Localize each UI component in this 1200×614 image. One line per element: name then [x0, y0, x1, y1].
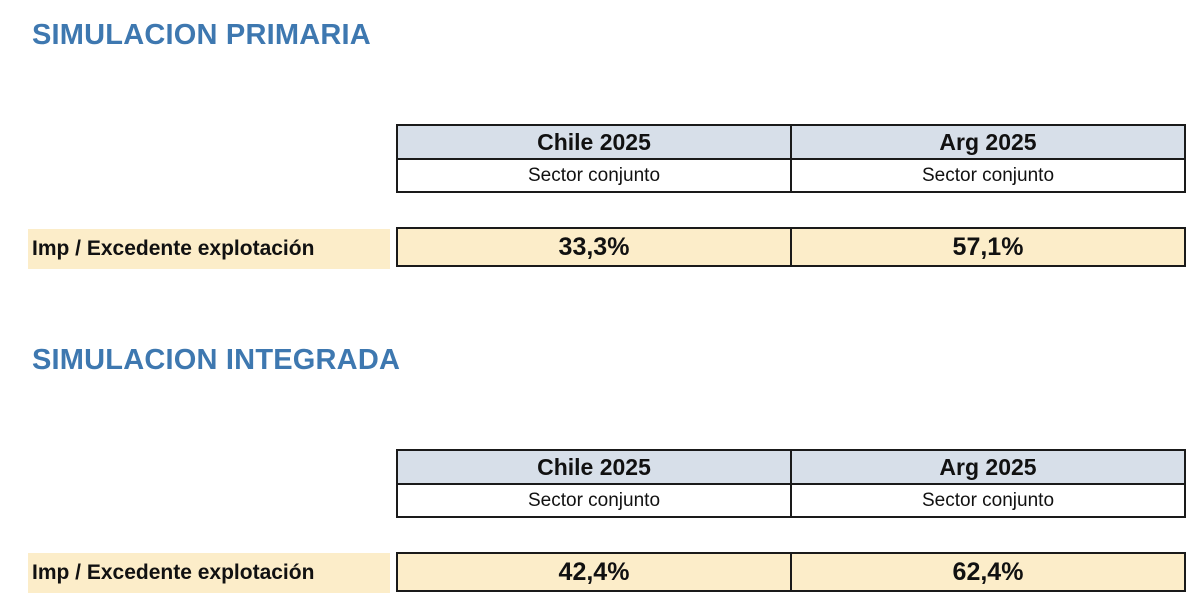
- value-table-primaria: 33,3% 57,1%: [396, 227, 1186, 267]
- column-header-arg: Arg 2025: [790, 449, 1186, 485]
- value-cell-chile: 42,4%: [396, 552, 792, 592]
- column-subheader-arg: Sector conjunto: [790, 158, 1186, 193]
- column-subheader-chile: Sector conjunto: [396, 158, 792, 193]
- column-header-chile: Chile 2025: [396, 449, 792, 485]
- value-cell-arg: 57,1%: [790, 227, 1186, 267]
- header-table-integrada: Chile 2025 Arg 2025 Sector conjunto Sect…: [396, 449, 1186, 518]
- column-header-chile: Chile 2025: [396, 124, 792, 160]
- row-label-integrada: Imp / Excedente explotación: [28, 553, 390, 593]
- header-table-primaria: Chile 2025 Arg 2025 Sector conjunto Sect…: [396, 124, 1186, 193]
- value-cell-chile: 33,3%: [396, 227, 792, 267]
- column-subheader-chile: Sector conjunto: [396, 483, 792, 518]
- value-cell-arg: 62,4%: [790, 552, 1186, 592]
- column-subheader-arg: Sector conjunto: [790, 483, 1186, 518]
- row-label-primaria: Imp / Excedente explotación: [28, 229, 390, 269]
- value-table-integrada: 42,4% 62,4%: [396, 552, 1186, 592]
- section-title-primaria: SIMULACION PRIMARIA: [32, 19, 371, 51]
- column-header-arg: Arg 2025: [790, 124, 1186, 160]
- section-title-integrada: SIMULACION INTEGRADA: [32, 344, 401, 376]
